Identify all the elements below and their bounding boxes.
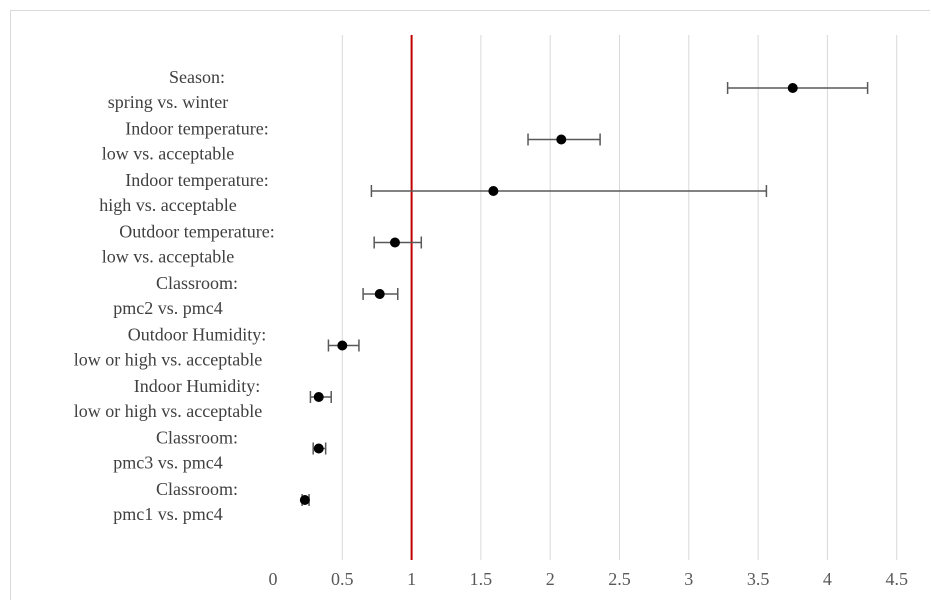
category-label-line2: pmc3 vs. pmc4 [113, 453, 223, 473]
data-point [488, 186, 499, 196]
x-tick-label: 1.5 [470, 569, 493, 589]
data-point [556, 134, 567, 145]
category-label-line2: low vs. acceptable [102, 144, 234, 164]
data-point [374, 289, 385, 299]
category-labels: Season: spring vs. winter Indoor temperatu… [74, 67, 275, 524]
category-label-line1: Classroom: [156, 479, 238, 499]
category-label-line2: low vs. acceptable [102, 247, 234, 267]
error-bars [301, 82, 869, 506]
x-tick-label: 0.5 [331, 569, 354, 589]
category-label-line1: Classroom: [156, 273, 238, 293]
category-label-line2: spring vs. winter [108, 92, 229, 112]
x-tick-label: 1 [407, 569, 416, 589]
category-label-line1: Season: [169, 67, 225, 87]
chart-frame [10, 10, 930, 600]
x-tick-label: 3.5 [747, 569, 770, 589]
x-tick-label: 2.5 [608, 569, 631, 589]
data-points [299, 83, 798, 505]
data-point [313, 443, 324, 454]
x-axis-tick-labels: 0 0.5 1 1.5 2 2.5 3 3.5 4 4.5 [269, 569, 908, 589]
error-bar [370, 185, 768, 197]
category-label-line1: Classroom: [156, 428, 238, 448]
category-label-line2: high vs. acceptable [99, 195, 236, 215]
category-label-line2: pmc2 vs. pmc4 [113, 298, 223, 318]
data-point [337, 340, 348, 351]
category-label-line1: Outdoor temperature: [119, 222, 274, 242]
category-label-line2: low or high vs. acceptable [74, 350, 262, 370]
x-tick-label: 2 [546, 569, 555, 589]
data-point [787, 83, 798, 93]
category-label-line2: low or high vs. acceptable [74, 401, 262, 421]
category-label-line1: Indoor temperature: [125, 170, 268, 190]
x-tick-label: 3 [684, 569, 693, 589]
data-point [299, 495, 310, 505]
gridlines [341, 35, 898, 560]
category-label-line1: Outdoor Humidity: [128, 325, 267, 345]
category-label-line1: Indoor Humidity: [134, 376, 261, 396]
category-label-line2: pmc1 vs. pmc4 [113, 504, 223, 524]
data-point [389, 237, 400, 248]
category-label-line1: Indoor temperature: [125, 119, 268, 139]
x-tick-label: 0 [269, 569, 278, 589]
x-tick-label: 4.5 [885, 569, 908, 589]
data-point [313, 392, 324, 402]
x-tick-label: 4 [823, 569, 832, 589]
